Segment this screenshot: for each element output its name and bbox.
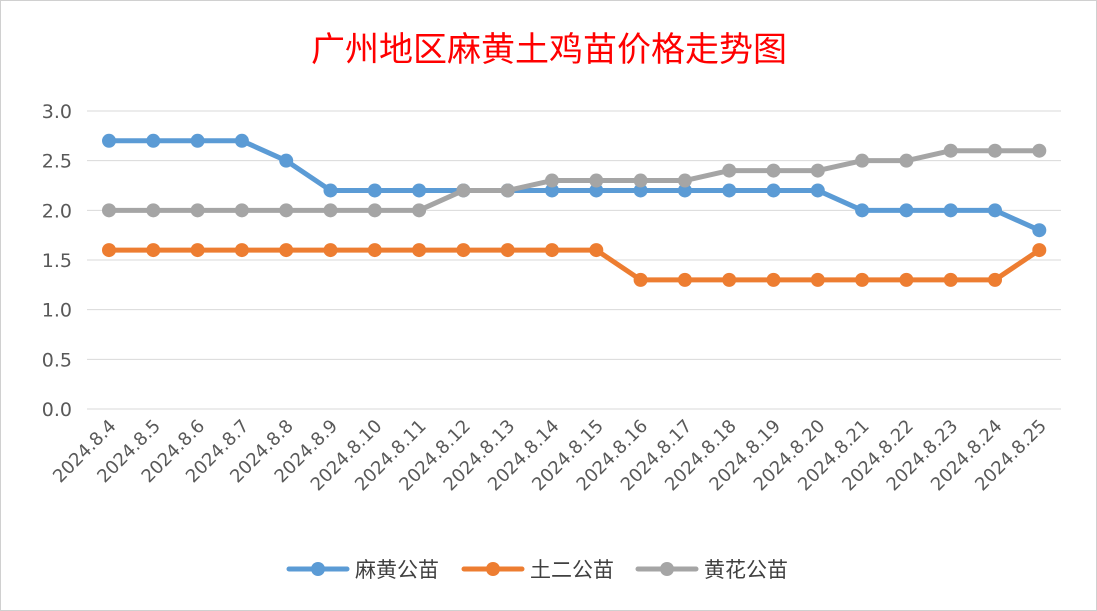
data-point — [323, 183, 338, 198]
y-tick-label: 2.0 — [42, 200, 72, 222]
legend-marker — [660, 562, 674, 576]
series-group — [102, 133, 1047, 287]
data-point — [899, 203, 914, 218]
data-point — [677, 173, 692, 188]
data-point — [146, 203, 161, 218]
data-point — [677, 183, 692, 198]
series-line — [106, 247, 1042, 283]
data-point — [722, 272, 737, 287]
data-point — [1032, 243, 1047, 258]
data-point — [367, 203, 382, 218]
data-point — [722, 163, 737, 178]
data-point — [367, 183, 382, 198]
data-point — [633, 183, 648, 198]
data-point — [810, 163, 825, 178]
data-point — [855, 272, 870, 287]
legend: 麻黄公苗 土二公苗 黄花公苗 — [286, 558, 788, 582]
data-point — [545, 243, 559, 258]
x-axis-ticks: 2024.8.42024.8.52024.8.62024.8.72024.8.8… — [49, 416, 1051, 496]
data-point — [146, 133, 161, 148]
data-point — [234, 243, 249, 258]
data-point — [279, 243, 294, 258]
data-point — [412, 183, 427, 198]
series-1 — [102, 133, 1047, 238]
data-point — [988, 272, 1002, 287]
data-point — [855, 153, 870, 168]
data-point — [190, 203, 205, 218]
data-point — [500, 243, 515, 258]
data-point — [545, 173, 559, 188]
legend-label: 土二公苗 — [530, 558, 614, 582]
data-point — [899, 153, 914, 168]
data-point — [722, 183, 737, 198]
data-point — [146, 243, 161, 258]
data-point — [589, 173, 604, 188]
data-point — [988, 143, 1002, 158]
legend-marker — [486, 562, 500, 576]
data-point — [190, 243, 205, 258]
series-line — [106, 138, 1042, 233]
data-point — [412, 243, 427, 258]
data-point — [810, 183, 825, 198]
data-point — [190, 133, 205, 148]
y-tick-label: 3.0 — [42, 101, 72, 123]
legend-label: 黄花公苗 — [704, 558, 788, 582]
y-tick-label: 0.5 — [42, 349, 72, 371]
data-point — [102, 133, 116, 148]
data-point — [589, 183, 604, 198]
data-point — [500, 183, 515, 198]
data-point — [1032, 143, 1047, 158]
data-point — [323, 203, 338, 218]
y-tick-label: 0.0 — [42, 399, 72, 421]
legend-label: 麻黄公苗 — [355, 558, 439, 582]
data-point — [545, 183, 559, 198]
data-point — [279, 153, 294, 168]
gridlines — [87, 110, 1061, 410]
y-axis-ticks: 0.0 0.5 1.0 1.5 2.0 2.5 3.0 — [42, 101, 72, 421]
y-tick-label: 1.0 — [42, 300, 72, 322]
legend-item: 麻黄公苗 — [286, 558, 439, 582]
y-tick-label: 2.5 — [42, 151, 72, 173]
chart-title: 广州地区麻黄土鸡苗价格走势图 — [311, 30, 787, 70]
data-point — [589, 243, 604, 258]
data-point — [810, 272, 825, 287]
series-2 — [102, 243, 1047, 287]
data-point — [234, 203, 249, 218]
data-point — [367, 243, 382, 258]
data-point — [234, 133, 249, 148]
data-point — [633, 173, 648, 188]
data-point — [899, 272, 914, 287]
data-point — [323, 243, 338, 258]
data-point — [456, 243, 471, 258]
data-point — [677, 272, 692, 287]
legend-item: 黄花公苗 — [635, 558, 788, 582]
y-tick-label: 1.5 — [42, 250, 72, 272]
data-point — [279, 203, 294, 218]
legend-marker — [311, 562, 325, 576]
data-point — [943, 143, 958, 158]
data-point — [102, 243, 116, 258]
data-point — [1032, 223, 1047, 238]
data-point — [766, 163, 781, 178]
data-point — [988, 203, 1002, 218]
data-point — [102, 203, 116, 218]
series-line — [106, 148, 1042, 213]
data-point — [412, 203, 427, 218]
data-point — [766, 183, 781, 198]
data-point — [943, 272, 958, 287]
series-3 — [102, 143, 1047, 218]
legend-item: 土二公苗 — [461, 558, 614, 582]
data-point — [855, 203, 870, 218]
data-point — [456, 183, 471, 198]
data-point — [633, 272, 648, 287]
data-point — [766, 272, 781, 287]
data-point — [943, 203, 958, 218]
